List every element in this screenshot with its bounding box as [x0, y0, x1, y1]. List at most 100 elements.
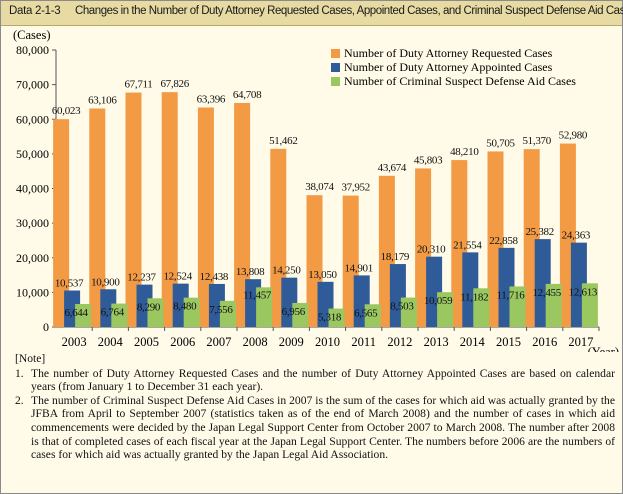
y-tick-label: 50,000 — [16, 147, 49, 161]
data-label: 10,059 — [424, 295, 453, 307]
data-label: 8,503 — [390, 301, 414, 313]
bar-defense-aid — [111, 303, 128, 327]
data-label: 10,537 — [55, 278, 84, 290]
data-label: 11,182 — [460, 291, 488, 303]
data-label: 6,565 — [354, 307, 378, 319]
x-tick-label: 2003 — [62, 335, 87, 349]
data-label: 13,050 — [308, 269, 337, 281]
data-label: 51,462 — [269, 135, 297, 147]
data-label: 11,457 — [243, 289, 272, 301]
bar-requested — [234, 102, 251, 327]
data-label: 12,438 — [200, 271, 229, 283]
data-label: 22,858 — [489, 235, 518, 247]
data-label: 10,900 — [91, 276, 120, 288]
legend-swatch — [331, 77, 340, 86]
bar-defense-aid — [364, 304, 381, 327]
x-tick-label: 2012 — [387, 335, 412, 349]
title-bar: Data 2-1-3 Changes in the Number of Duty… — [1, 1, 623, 26]
y-axis-label: (Cases) — [13, 28, 51, 42]
bar-defense-aid — [509, 286, 526, 327]
y-tick-label: 10,000 — [16, 285, 49, 299]
bar-requested — [125, 92, 142, 327]
data-label: 8,290 — [137, 301, 161, 313]
data-label: 25,382 — [525, 226, 553, 238]
data-label: 6,956 — [282, 306, 306, 318]
data-label: 63,106 — [88, 94, 117, 106]
legend-swatch — [331, 63, 340, 72]
note-text: The number of Criminal Suspect Defense A… — [31, 393, 615, 462]
bar-defense-aid — [328, 308, 345, 327]
x-tick-label: 2010 — [315, 335, 340, 349]
notes: [Note] 1. The number of Duty Attorney Re… — [15, 352, 615, 462]
bar-defense-aid — [473, 288, 490, 327]
legend-label: Number of Criminal Suspect Defense Aid C… — [344, 74, 576, 88]
data-label: 67,826 — [160, 78, 189, 90]
bar-defense-aid — [75, 303, 92, 327]
note-item-2: 2. The number of Criminal Suspect Defens… — [15, 394, 615, 462]
data-label: 12,613 — [569, 286, 598, 298]
data-label: 21,554 — [453, 239, 482, 251]
data-label: 6,764 — [101, 307, 125, 319]
x-tick-label: 2005 — [134, 335, 159, 349]
bar-requested — [89, 108, 106, 327]
data-label: 24,363 — [562, 230, 591, 242]
figure-title: Changes in the Number of Duty Attorney R… — [75, 5, 623, 17]
figure-code: Data 2-1-3 — [9, 5, 61, 17]
x-tick-label: 2004 — [98, 335, 124, 349]
x-tick-label: 2014 — [460, 335, 486, 349]
data-label: 43,674 — [378, 162, 407, 174]
x-tick-label: 2017 — [568, 335, 593, 349]
x-axis-label: (Year) — [588, 345, 619, 352]
data-label: 52,980 — [559, 130, 588, 142]
data-label: 20,310 — [417, 244, 446, 256]
data-label: 12,455 — [532, 287, 561, 299]
y-tick-label: 20,000 — [16, 251, 49, 265]
bar-requested — [161, 92, 178, 328]
data-label: 51,370 — [522, 135, 551, 147]
data-label: 12,237 — [127, 272, 156, 284]
data-label: 60,023 — [52, 105, 81, 117]
data-label: 7,556 — [209, 304, 233, 316]
x-tick-label: 2015 — [496, 335, 521, 349]
data-label: 13,808 — [236, 266, 265, 278]
x-tick-label: 2008 — [243, 335, 268, 349]
data-label: 67,711 — [124, 79, 152, 91]
data-label: 14,901 — [344, 262, 372, 274]
note-item-1: 1. The number of Duty Attorney Requested… — [15, 367, 615, 394]
note-number: 2. — [15, 393, 24, 407]
x-tick-label: 2013 — [424, 335, 449, 349]
bar-defense-aid — [581, 283, 598, 327]
data-label: 5,318 — [318, 312, 342, 324]
notes-heading: [Note] — [15, 352, 46, 365]
data-label: 11,716 — [496, 289, 525, 301]
bar-defense-aid — [219, 300, 236, 327]
bar-defense-aid — [545, 283, 562, 327]
note-number: 1. — [15, 366, 24, 380]
legend-label: Number of Duty Attorney Appointed Cases — [344, 60, 553, 74]
data-label: 37,952 — [341, 182, 369, 194]
bar-defense-aid — [183, 297, 200, 327]
y-tick-label: 40,000 — [16, 182, 49, 196]
x-tick-label: 2016 — [532, 335, 557, 349]
bar-defense-aid — [292, 302, 309, 327]
data-label: 64,708 — [233, 89, 262, 101]
y-tick-label: 30,000 — [16, 216, 49, 230]
data-label: 63,396 — [197, 93, 226, 105]
y-tick-label: 70,000 — [16, 78, 49, 92]
bar-requested — [53, 119, 70, 327]
data-label: 6,644 — [64, 307, 88, 319]
bar-requested — [197, 107, 214, 327]
data-label: 8,480 — [173, 301, 197, 313]
y-tick-label: 80,000 — [16, 43, 49, 57]
data-label: 14,250 — [272, 265, 301, 277]
data-label: 50,705 — [486, 137, 515, 149]
x-tick-label: 2011 — [351, 335, 376, 349]
bar-defense-aid — [256, 287, 273, 327]
legend-label: Number of Duty Attorney Requested Cases — [344, 46, 553, 60]
bar-defense-aid — [147, 298, 164, 327]
x-tick-label: 2006 — [170, 335, 195, 349]
data-label: 38,074 — [305, 181, 334, 193]
data-label: 12,524 — [163, 271, 192, 283]
legend-swatch — [331, 49, 340, 58]
